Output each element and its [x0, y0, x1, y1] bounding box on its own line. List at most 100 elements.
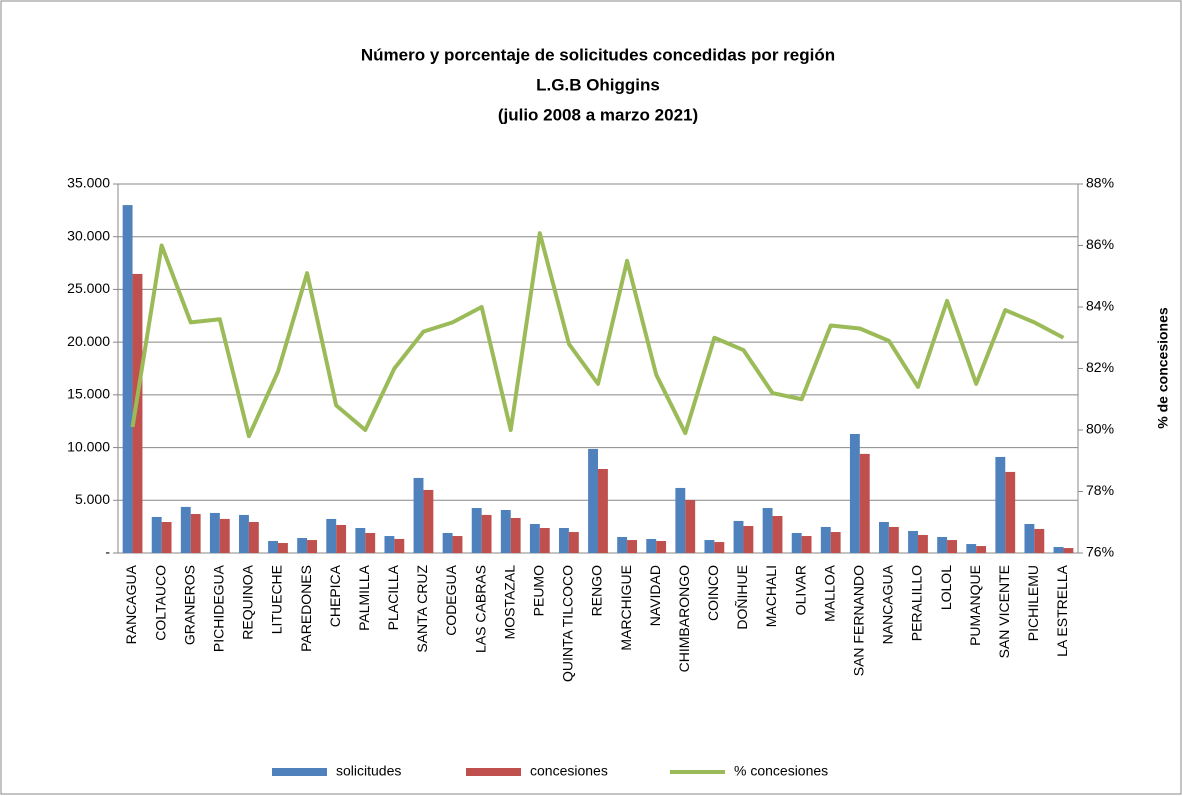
chart-title: Número y porcentaje de solicitudes conce…	[361, 45, 835, 64]
bar	[268, 540, 278, 553]
x-tick-label: QUINTA TILCOCO	[560, 565, 576, 682]
x-tick-label: RANCAGUA	[123, 564, 139, 644]
bar	[762, 507, 773, 553]
y2-tick-label: 88%	[1086, 175, 1114, 191]
bar	[122, 205, 133, 554]
y2-tick-label: 76%	[1086, 544, 1114, 560]
legend-label: concesiones	[530, 763, 608, 779]
x-tick-label: PAREDONES	[298, 565, 314, 652]
x-tick-label: PEUMO	[531, 565, 547, 616]
chart-title: L.G.B Ohiggins	[536, 75, 660, 94]
bar	[966, 544, 977, 553]
bar	[704, 540, 715, 553]
y-tick-label: 25.000	[67, 280, 110, 296]
bar	[627, 540, 637, 553]
bar	[820, 526, 831, 553]
x-tick-label: MACHALI	[763, 565, 779, 627]
x-tick-label: SANTA CRUZ	[414, 565, 430, 653]
bar	[1053, 546, 1064, 553]
y-tick-label: 10.000	[67, 438, 110, 454]
bar	[209, 512, 220, 553]
bar	[500, 509, 511, 553]
y2-axis-label: % de concesiones	[1155, 307, 1171, 429]
x-tick-label: MALLOA	[821, 564, 837, 621]
y2-tick-label: 84%	[1086, 298, 1114, 314]
bar	[355, 528, 366, 553]
bar	[510, 517, 521, 553]
y2-tick-label: 78%	[1086, 482, 1114, 498]
bar	[539, 528, 550, 553]
bar	[1034, 528, 1045, 553]
y2-tick-label: 82%	[1086, 359, 1114, 375]
x-tick-label: SAN FERNANDO	[851, 565, 867, 676]
line	[130, 231, 1065, 439]
bar	[937, 536, 948, 553]
x-tick-label: COLTAUCO	[152, 565, 168, 641]
legend-label: solicitudes	[336, 763, 401, 779]
bar	[859, 453, 870, 553]
bar	[947, 540, 957, 553]
x-tick-label: CHIMBARONGO	[676, 565, 692, 672]
y-tick-label: 20.000	[67, 333, 110, 349]
bar	[743, 526, 754, 553]
bar	[161, 522, 172, 553]
bar	[413, 477, 424, 553]
bar	[675, 487, 686, 553]
x-tick-label: SAN VICENTE	[996, 565, 1012, 658]
bar	[336, 524, 347, 553]
bar	[714, 542, 725, 553]
bar	[588, 448, 598, 553]
y-tick-label: -	[105, 544, 110, 560]
x-tick-label: OLIVAR	[792, 565, 808, 615]
bar	[219, 518, 230, 553]
x-tick-label: PICHIDEGUA	[211, 564, 227, 652]
bar	[180, 506, 191, 553]
bar	[239, 514, 249, 553]
bar	[297, 538, 308, 553]
bar	[1063, 548, 1074, 553]
x-tick-label: GRANEROS	[181, 565, 197, 645]
x-tick-label: CHEPICA	[327, 564, 343, 627]
bar	[1005, 471, 1016, 553]
x-tick-label: LAS CABRAS	[472, 565, 488, 653]
bar	[1024, 524, 1035, 553]
y-tick-label: 5.000	[75, 491, 110, 507]
x-tick-label: RENGO	[589, 565, 605, 616]
legend-marker	[272, 768, 327, 776]
bar	[617, 536, 628, 553]
x-tick-label: PUMANQUE	[967, 565, 983, 646]
bar	[151, 516, 162, 553]
y-tick-label: 35.000	[67, 175, 110, 191]
bar	[656, 540, 667, 553]
bar	[471, 507, 482, 553]
x-tick-label: MARCHIGUE	[618, 565, 634, 651]
x-tick-label: MOSTAZAL	[501, 565, 517, 640]
x-tick-label: PALMILLA	[356, 564, 372, 631]
bar	[879, 522, 889, 553]
y-tick-label: 30.000	[67, 227, 110, 243]
bar	[733, 520, 744, 553]
bar	[529, 524, 540, 553]
bar	[849, 433, 860, 553]
bar	[452, 536, 463, 553]
bar	[365, 532, 376, 553]
bar	[307, 540, 317, 553]
x-tick-label: COINCO	[705, 565, 721, 621]
bar	[918, 534, 928, 553]
bar	[568, 532, 579, 553]
bar	[801, 536, 812, 553]
bar	[326, 518, 337, 553]
bar	[830, 532, 841, 553]
bar	[278, 542, 288, 553]
bar	[559, 528, 569, 553]
bar	[442, 532, 453, 553]
bar	[908, 530, 918, 553]
bar	[995, 456, 1006, 553]
legend-label: % concesiones	[734, 763, 828, 779]
bar	[772, 515, 783, 553]
chart-title: (julio 2008 a marzo 2021)	[498, 105, 698, 124]
x-tick-label: LITUECHE	[269, 565, 285, 634]
bar	[394, 538, 405, 553]
